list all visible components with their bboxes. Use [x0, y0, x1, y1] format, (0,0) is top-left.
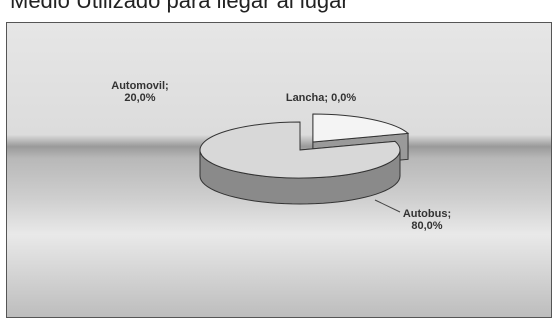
data-label: Automovil; 20,0% — [111, 80, 169, 104]
chart-title: Medio Utilizado para llegar al lugar — [10, 0, 349, 13]
slice — [199, 121, 401, 179]
data-label: Lancha; 0,0% — [285, 92, 357, 104]
leader-line — [374, 199, 401, 213]
slice — [312, 113, 410, 143]
data-label: Autobus; 80,0% — [402, 208, 452, 232]
